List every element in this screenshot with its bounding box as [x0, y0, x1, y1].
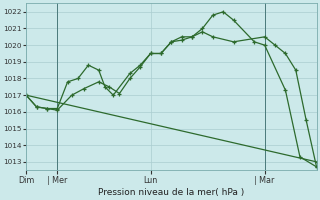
- X-axis label: Pression niveau de la mer( hPa ): Pression niveau de la mer( hPa ): [98, 188, 244, 197]
